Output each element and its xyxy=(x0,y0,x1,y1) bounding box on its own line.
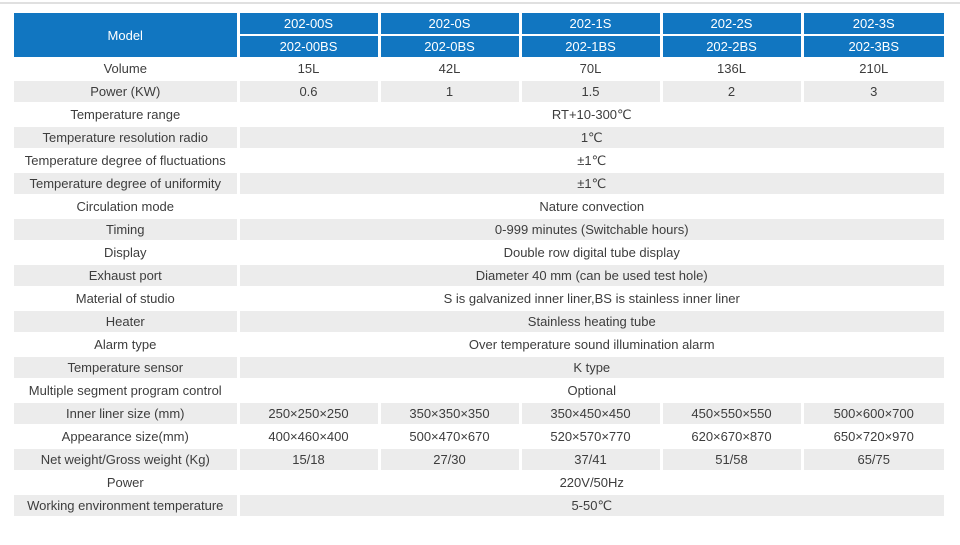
value-cell: 210L xyxy=(802,57,944,80)
table-row: Circulation mode Nature convection xyxy=(14,195,944,218)
merged-value-cell: Double row digital tube display xyxy=(238,241,944,264)
model-corner-cell: Model xyxy=(14,13,240,57)
value-cell: 0.6 xyxy=(238,79,381,104)
spec-table: Model 202-00S 202-0S 202-1S 202-2S 202-3… xyxy=(14,13,944,518)
header-row-top: Model 202-00S 202-0S 202-1S 202-2S 202-3… xyxy=(14,13,944,57)
table-row: Timing 0-999 minutes (Switchable hours) xyxy=(14,217,944,242)
model-code-cell: 202-00BS xyxy=(238,35,381,57)
table-row: Heater Stainless heating tube xyxy=(14,309,944,334)
model-code-cell: 202-2BS xyxy=(661,35,804,57)
table-header: Model 202-00S 202-0S 202-1S 202-2S 202-3… xyxy=(14,13,944,57)
row-label-cell: Temperature degree of fluctuations xyxy=(14,149,240,172)
value-cell: 520×570×770 xyxy=(520,425,663,448)
table-row: Inner liner size (mm) 250×250×250 350×35… xyxy=(14,401,944,426)
merged-value-cell: S is galvanized inner liner,BS is stainl… xyxy=(238,287,944,310)
row-label-cell: Working environment temperature xyxy=(14,493,240,518)
table-row: Net weight/Gross weight (Kg) 15/18 27/30… xyxy=(14,447,944,472)
model-code-cell: 202-2S xyxy=(661,13,804,36)
value-cell: 400×460×400 xyxy=(238,425,381,448)
value-cell: 350×350×350 xyxy=(379,401,522,426)
row-label-cell: Temperature sensor xyxy=(14,355,240,380)
value-cell: 620×670×870 xyxy=(661,425,804,448)
table-row: Display Double row digital tube display xyxy=(14,241,944,264)
row-label-cell: Volume xyxy=(14,57,240,80)
row-label-cell: Circulation mode xyxy=(14,195,240,218)
table-row: Temperature degree of fluctuations ±1℃ xyxy=(14,149,944,172)
row-label-cell: Heater xyxy=(14,309,240,334)
table-row: Temperature degree of uniformity ±1℃ xyxy=(14,171,944,196)
value-cell: 350×450×450 xyxy=(520,401,663,426)
row-label-cell: Alarm type xyxy=(14,333,240,356)
value-cell: 65/75 xyxy=(802,447,944,472)
table-body: Volume 15L 42L 70L 136L 210L Power (KW) … xyxy=(14,57,944,518)
value-cell: 450×550×550 xyxy=(661,401,804,426)
row-label-cell: Power (KW) xyxy=(14,79,240,104)
merged-value-cell: 220V/50Hz xyxy=(238,471,944,494)
page-top-rule xyxy=(0,2,960,4)
table-row: Power 220V/50Hz xyxy=(14,471,944,494)
table-row: Alarm type Over temperature sound illumi… xyxy=(14,333,944,356)
merged-value-cell: Nature convection xyxy=(238,195,944,218)
value-cell: 500×470×670 xyxy=(379,425,522,448)
row-label-cell: Appearance size(mm) xyxy=(14,425,240,448)
value-cell: 1.5 xyxy=(520,79,663,104)
table-row: Exhaust port Diameter 40 mm (can be used… xyxy=(14,263,944,288)
merged-value-cell: 1℃ xyxy=(238,125,944,150)
row-label-cell: Net weight/Gross weight (Kg) xyxy=(14,447,240,472)
header-row-bottom: 202-00BS 202-0BS 202-1BS 202-2BS 202-3BS xyxy=(14,35,944,57)
value-cell: 2 xyxy=(661,79,804,104)
value-cell: 500×600×700 xyxy=(802,401,944,426)
table-row: Material of studio S is galvanized inner… xyxy=(14,287,944,310)
table-row: Power (KW) 0.6 1 1.5 2 3 xyxy=(14,79,944,104)
row-label-cell: Inner liner size (mm) xyxy=(14,401,240,426)
merged-value-cell: Stainless heating tube xyxy=(238,309,944,334)
model-code-cell: 202-1S xyxy=(520,13,663,36)
value-cell: 15/18 xyxy=(238,447,381,472)
table-row: Temperature resolution radio 1℃ xyxy=(14,125,944,150)
table-row: Temperature sensor K type xyxy=(14,355,944,380)
value-cell: 250×250×250 xyxy=(238,401,381,426)
table-row: Working environment temperature 5-50℃ xyxy=(14,493,944,518)
row-label-cell: Temperature degree of uniformity xyxy=(14,171,240,196)
table-row: Appearance size(mm) 400×460×400 500×470×… xyxy=(14,425,944,448)
model-code-cell: 202-0S xyxy=(379,13,522,36)
merged-value-cell: 5-50℃ xyxy=(238,493,944,518)
row-label-cell: Temperature resolution radio xyxy=(14,125,240,150)
model-code-cell: 202-1BS xyxy=(520,35,663,57)
value-cell: 15L xyxy=(238,57,381,80)
value-cell: 51/58 xyxy=(661,447,804,472)
row-label-cell: Temperature range xyxy=(14,103,240,126)
merged-value-cell: Diameter 40 mm (can be used test hole) xyxy=(238,263,944,288)
merged-value-cell: ±1℃ xyxy=(238,171,944,196)
row-label-cell: Power xyxy=(14,471,240,494)
value-cell: 27/30 xyxy=(379,447,522,472)
merged-value-cell: K type xyxy=(238,355,944,380)
merged-value-cell: Optional xyxy=(238,379,944,402)
value-cell: 37/41 xyxy=(520,447,663,472)
row-label-cell: Multiple segment program control xyxy=(14,379,240,402)
merged-value-cell: Over temperature sound illumination alar… xyxy=(238,333,944,356)
value-cell: 70L xyxy=(520,57,663,80)
table-row: Multiple segment program control Optiona… xyxy=(14,379,944,402)
merged-value-cell: 0-999 minutes (Switchable hours) xyxy=(238,217,944,242)
row-label-cell: Timing xyxy=(14,217,240,242)
model-code-cell: 202-00S xyxy=(238,13,381,36)
table-row: Volume 15L 42L 70L 136L 210L xyxy=(14,57,944,80)
merged-value-cell: RT+10-300℃ xyxy=(238,103,944,126)
table-row: Temperature range RT+10-300℃ xyxy=(14,103,944,126)
row-label-cell: Display xyxy=(14,241,240,264)
row-label-cell: Material of studio xyxy=(14,287,240,310)
model-code-cell: 202-0BS xyxy=(379,35,522,57)
model-code-cell: 202-3BS xyxy=(802,35,944,57)
value-cell: 136L xyxy=(661,57,804,80)
value-cell: 1 xyxy=(379,79,522,104)
model-code-cell: 202-3S xyxy=(802,13,944,36)
value-cell: 650×720×970 xyxy=(802,425,944,448)
value-cell: 42L xyxy=(379,57,522,80)
row-label-cell: Exhaust port xyxy=(14,263,240,288)
merged-value-cell: ±1℃ xyxy=(238,149,944,172)
value-cell: 3 xyxy=(802,79,944,104)
